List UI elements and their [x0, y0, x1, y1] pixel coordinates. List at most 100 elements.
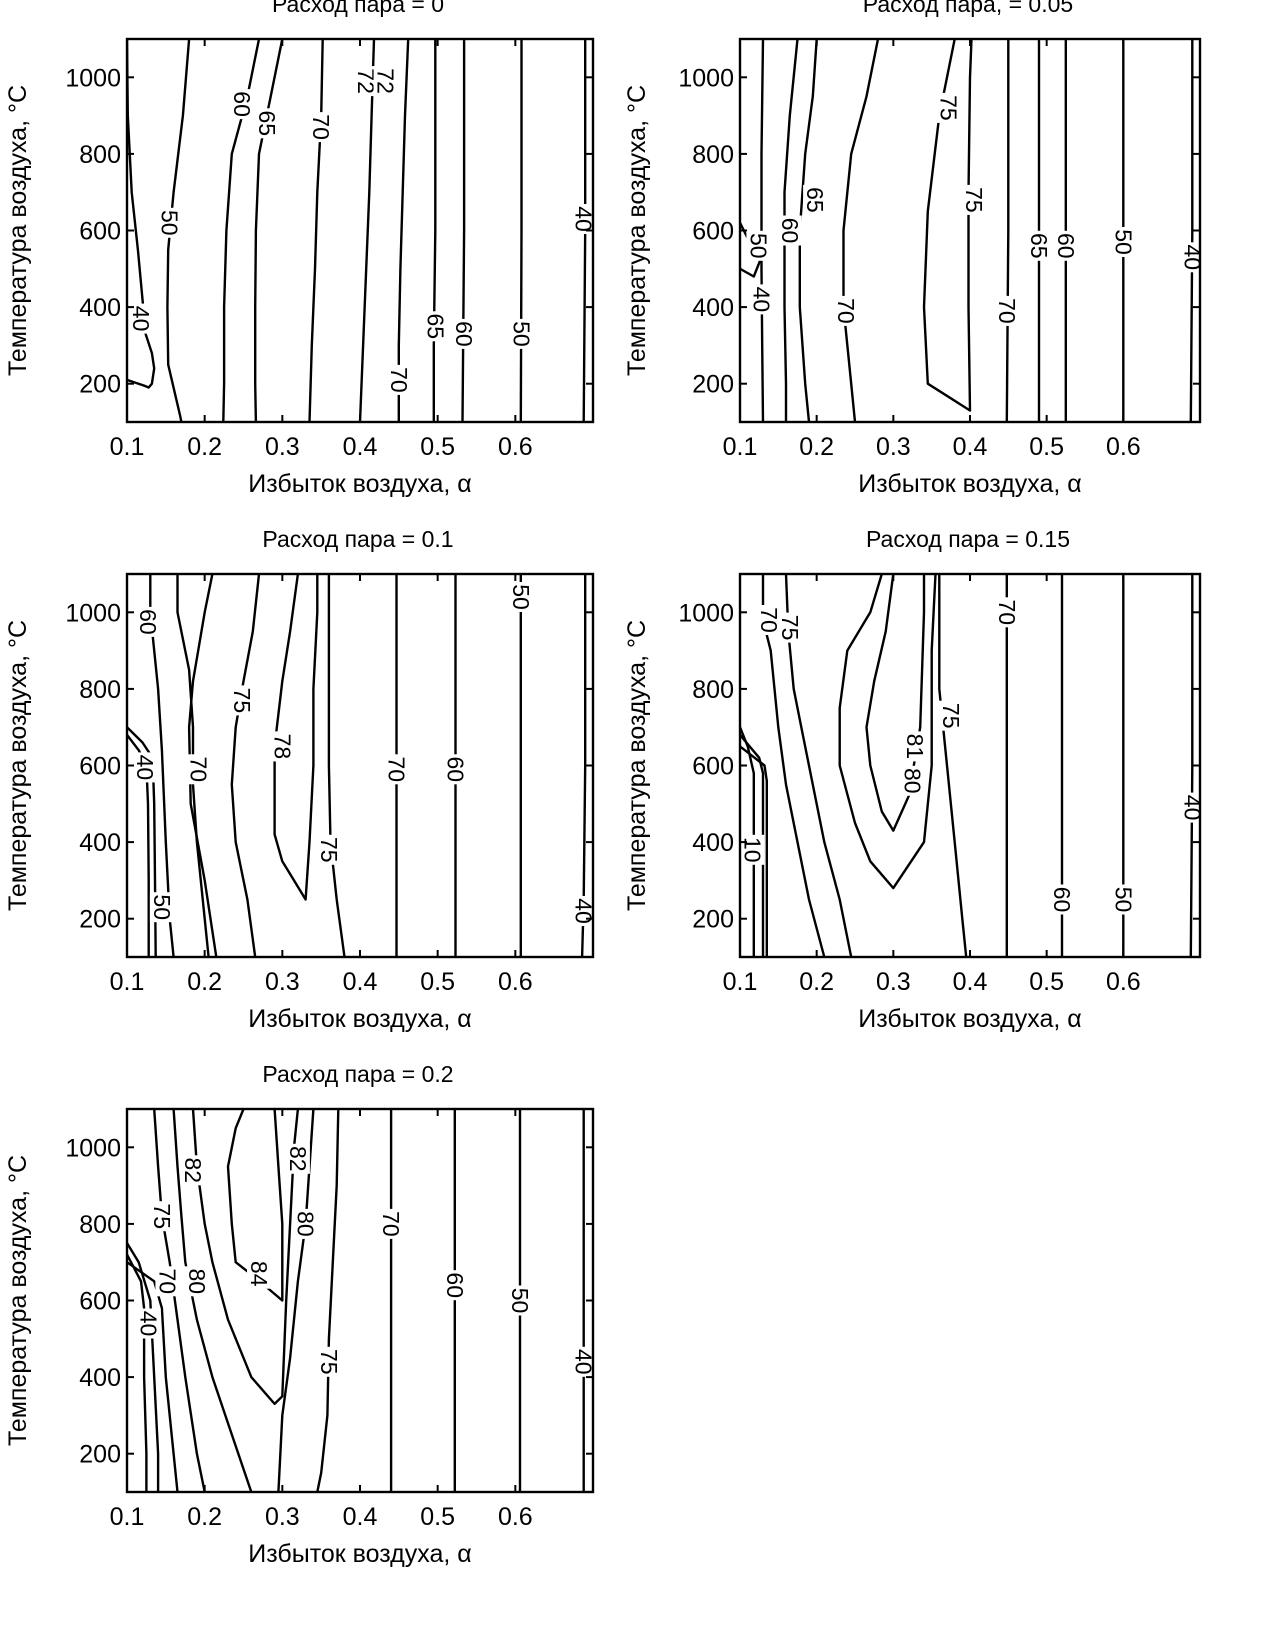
x-tick-label: 0.3 — [265, 433, 300, 461]
contour-label: 70 — [386, 364, 412, 395]
contour-label-text: 60 — [229, 91, 255, 117]
y-tick-label: 1000 — [65, 1134, 121, 1162]
x-tick-label: 0.1 — [110, 968, 145, 996]
contour-line-75 — [922, 39, 973, 412]
contour-label-text: 72 — [373, 68, 399, 94]
x-tick-label: 0.3 — [876, 433, 911, 461]
panel-steam-0-2: Расход пара = 0.2 75 70 40 82 80 84 82 80 75 70 60 5… — [4, 1061, 597, 1568]
contour-label-text: 60 — [135, 609, 161, 635]
y-tick-label: 400 — [79, 294, 121, 322]
contour-lines — [740, 39, 1194, 422]
chart-title: Расход пара = 0.2 — [262, 1061, 453, 1087]
contour-label-text: 40 — [1179, 795, 1205, 821]
chart-title: Расход пара = 0 — [272, 0, 444, 17]
contour-label-text: 50 — [1110, 887, 1136, 913]
y-axis-label: Температура воздуха, °C — [623, 620, 651, 911]
contour-label-text: 75 — [316, 1349, 342, 1375]
contour-line-40 — [1189, 39, 1194, 422]
contour-line-10 — [740, 734, 765, 957]
contour-label-text: 70 — [386, 367, 412, 393]
x-tick-label: 0.4 — [343, 1503, 378, 1531]
contour-label-text: 75 — [777, 615, 803, 641]
x-tick-label: 0.5 — [1029, 433, 1064, 461]
contour-label: 70 — [186, 754, 212, 785]
x-tick-label: 0.4 — [953, 433, 988, 461]
contour-line-70 — [127, 1261, 179, 1492]
contour-label: 75 — [149, 1201, 175, 1232]
contour-label: 70 — [154, 1266, 180, 1297]
contour-label: 60 — [135, 606, 161, 637]
contour-label: 50 — [508, 582, 534, 612]
contour-label-text: 40 — [749, 287, 775, 313]
contour-label: 60 — [229, 89, 255, 120]
y-tick-label: 800 — [692, 141, 734, 169]
y-axis-label: Температура воздуха, °C — [4, 85, 32, 376]
panel-steam-0-1: Расход пара = 0.1 60 40 50 70 75 78 75 70 60 50 400… — [4, 526, 597, 1033]
y-tick-label: 600 — [79, 218, 121, 246]
contour-line-65 — [254, 39, 284, 422]
x-tick-label: 0.2 — [799, 968, 834, 996]
contour-line-75 — [230, 574, 261, 957]
contour-line-70 — [187, 574, 218, 957]
y-tick-label: 600 — [692, 218, 734, 246]
contour-label-text: 65 — [802, 187, 828, 213]
y-tick-label: 600 — [692, 753, 734, 781]
x-tick-label: 0.4 — [953, 968, 988, 996]
contour-label: 60 — [1053, 230, 1079, 261]
x-tick-label: 0.1 — [110, 433, 145, 461]
contour-label-text: 60 — [1049, 887, 1075, 913]
contour-label-text: 50 — [507, 1288, 533, 1314]
contour-label: 75 — [938, 700, 964, 731]
contour-label: 75 — [316, 834, 342, 865]
contour-label: 75 — [229, 685, 255, 716]
contour-label-text: 81 — [902, 734, 928, 760]
x-tick-label: 0.5 — [420, 968, 455, 996]
contour-label: 81 — [902, 731, 928, 762]
contour-label: 50 — [1110, 884, 1136, 915]
contour-label-text: 50 — [508, 584, 534, 610]
contour-label-text: 82 — [285, 1146, 311, 1172]
y-tick-label: 200 — [692, 371, 734, 399]
contour-label-text: 40 — [132, 755, 158, 781]
contour-label: 70 — [994, 597, 1020, 628]
contour-label-text: 50 — [745, 233, 771, 259]
contour-label-text: 70 — [308, 114, 334, 140]
contour-label-text: 70 — [833, 298, 859, 324]
contour-label: 75 — [777, 612, 803, 643]
chart-title: Расход пара = 0.1 — [262, 526, 453, 552]
y-axis-label: Температура воздуха, °C — [623, 85, 651, 376]
x-tick-label: 0.2 — [799, 433, 834, 461]
y-tick-label: 1000 — [65, 599, 121, 627]
contour-line-40 — [1189, 574, 1194, 957]
contour-label-text: 50 — [1110, 229, 1136, 255]
contour-line-40 — [127, 1253, 148, 1492]
x-axis-label: Избыток воздуха, α — [858, 1005, 1082, 1033]
contour-line-75 — [316, 1109, 340, 1492]
chart-title: Расход пара = 0.15 — [866, 526, 1070, 552]
contour-line-40 — [127, 39, 156, 389]
contour-label-text: 60 — [1053, 233, 1079, 259]
contour-label-text: 65 — [1026, 233, 1052, 259]
contour-label: 50 — [507, 1285, 533, 1316]
contour-label: 65 — [1026, 230, 1052, 261]
y-tick-label: 800 — [79, 676, 121, 704]
contour-label-text: 60 — [777, 218, 803, 244]
contour-label: 50 — [745, 230, 771, 261]
y-tick-label: 400 — [692, 829, 734, 857]
contour-label: 84 — [246, 1258, 272, 1289]
y-tick-label: 400 — [692, 294, 734, 322]
contour-line-75 — [327, 574, 346, 957]
contour-label: 40 — [128, 303, 154, 334]
contour-label: 60 — [451, 318, 477, 349]
contour-label: 78 — [269, 731, 295, 762]
y-tick-label: 1000 — [678, 64, 734, 92]
contour-label: 70 — [833, 295, 859, 326]
contour-label: 50 — [157, 207, 183, 238]
contour-label: 65 — [422, 311, 448, 342]
contour-label-text: 70 — [378, 1211, 404, 1237]
contour-line-10 — [740, 745, 768, 957]
x-tick-label: 0.5 — [420, 433, 455, 461]
contour-label-text: 84 — [246, 1261, 272, 1287]
contour-label-text: 82 — [180, 1158, 206, 1184]
